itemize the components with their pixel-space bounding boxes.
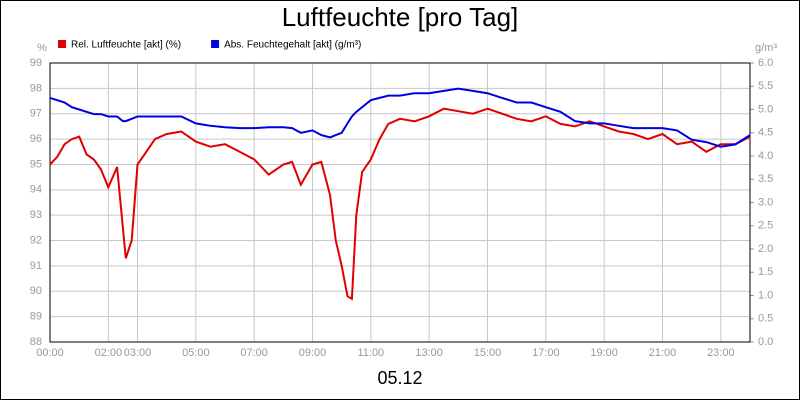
y-tick-label: 88 xyxy=(30,336,42,348)
legend-swatch xyxy=(58,40,66,48)
x-tick-label: 15:00 xyxy=(474,347,502,359)
x-tick-label: 00:00 xyxy=(36,347,64,359)
y-tick-label: 95 xyxy=(30,158,42,170)
x-tick-label: 09:00 xyxy=(299,347,327,359)
legend-label: Rel. Luftfeuchte [akt] (%) xyxy=(71,40,181,51)
y2-tick-label: 5.0 xyxy=(758,103,773,115)
y-tick-label: 89 xyxy=(30,311,42,323)
y-tick-label: 90 xyxy=(30,285,42,297)
x-tick-label: 13:00 xyxy=(415,347,443,359)
y2-axis-label: g/m³ xyxy=(755,42,777,54)
chart-title: Luftfeuchte [pro Tag] xyxy=(282,2,519,32)
y2-tick-label: 3.5 xyxy=(758,173,773,185)
y2-tick-label: 1.0 xyxy=(758,289,773,301)
y2-tick-label: 4.0 xyxy=(758,150,773,162)
y2-tick-label: 4.5 xyxy=(758,127,773,139)
x-tick-label: 02:00 xyxy=(95,347,123,359)
plot-area xyxy=(50,63,750,342)
y2-tick-label: 3.0 xyxy=(758,196,773,208)
y-tick-label: 93 xyxy=(30,209,42,221)
x-tick-label: 19:00 xyxy=(590,347,618,359)
x-tick-label: 03:00 xyxy=(124,347,152,359)
y2-tick-label: 0.5 xyxy=(758,313,773,325)
y-tick-label: 94 xyxy=(30,184,42,196)
y2-tick-label: 5.5 xyxy=(758,80,773,92)
x-tick-label: 05:00 xyxy=(182,347,210,359)
y-tick-label: 91 xyxy=(30,260,42,272)
y2-tick-label: 0.0 xyxy=(758,336,773,348)
y-tick-label: 96 xyxy=(30,133,42,145)
legend-swatch xyxy=(211,40,220,48)
y-tick-label: 92 xyxy=(30,234,42,246)
y-axis-label: % xyxy=(37,42,47,54)
y2-tick-label: 6.0 xyxy=(758,57,773,69)
series-line xyxy=(49,87,751,148)
legend-label: Abs. Feuchtegehalt [akt] (g/m³) xyxy=(224,40,361,51)
x-axis-label: 05.12 xyxy=(377,368,422,388)
y2-tick-label: 2.0 xyxy=(758,243,773,255)
y-tick-label: 99 xyxy=(30,57,42,69)
y2-tick-label: 1.5 xyxy=(758,266,773,278)
x-tick-label: 21:00 xyxy=(649,347,677,359)
x-tick-label: 11:00 xyxy=(357,347,384,359)
x-tick-label: 07:00 xyxy=(240,347,268,359)
y-tick-label: 98 xyxy=(30,82,42,94)
y-tick-label: 97 xyxy=(30,108,42,120)
y2-tick-label: 2.5 xyxy=(758,220,773,232)
plot-border xyxy=(49,62,751,343)
x-tick-label: 17:00 xyxy=(532,347,560,359)
x-tick-label: 23:00 xyxy=(707,347,735,359)
